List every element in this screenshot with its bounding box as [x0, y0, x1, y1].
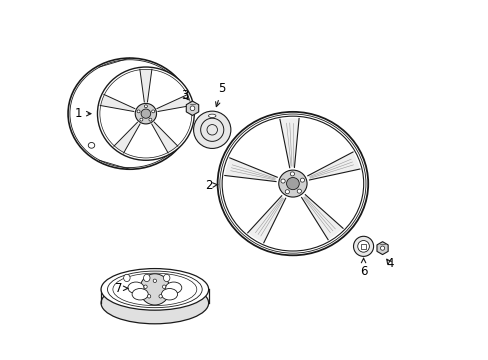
Ellipse shape — [101, 269, 208, 310]
Ellipse shape — [147, 294, 150, 298]
Ellipse shape — [140, 274, 169, 305]
Ellipse shape — [222, 116, 363, 251]
Text: 2: 2 — [204, 179, 218, 192]
Polygon shape — [376, 242, 387, 255]
Ellipse shape — [162, 285, 165, 288]
Ellipse shape — [193, 111, 230, 148]
Ellipse shape — [286, 177, 299, 190]
Ellipse shape — [141, 109, 150, 118]
Ellipse shape — [208, 114, 216, 117]
Ellipse shape — [300, 178, 304, 182]
Polygon shape — [151, 122, 178, 153]
Ellipse shape — [123, 274, 130, 282]
Text: 7: 7 — [114, 282, 128, 295]
Ellipse shape — [290, 172, 294, 176]
Ellipse shape — [97, 67, 194, 160]
Polygon shape — [157, 94, 191, 112]
Polygon shape — [247, 196, 285, 243]
Polygon shape — [224, 158, 277, 181]
Ellipse shape — [144, 105, 147, 108]
Ellipse shape — [128, 282, 144, 293]
Ellipse shape — [140, 118, 142, 121]
Ellipse shape — [297, 189, 301, 193]
Ellipse shape — [113, 273, 196, 306]
Text: 5: 5 — [215, 82, 225, 107]
Ellipse shape — [281, 179, 285, 183]
Polygon shape — [279, 118, 299, 168]
Ellipse shape — [159, 294, 162, 298]
Text: 6: 6 — [359, 258, 366, 278]
Ellipse shape — [148, 118, 152, 121]
Ellipse shape — [135, 103, 156, 124]
Ellipse shape — [380, 246, 384, 250]
Ellipse shape — [190, 106, 194, 111]
Ellipse shape — [137, 110, 140, 113]
Ellipse shape — [132, 288, 148, 300]
Ellipse shape — [153, 279, 156, 283]
Ellipse shape — [357, 240, 368, 252]
Ellipse shape — [163, 274, 169, 282]
Ellipse shape — [285, 190, 289, 194]
Ellipse shape — [101, 282, 208, 324]
Ellipse shape — [353, 236, 373, 256]
Ellipse shape — [107, 271, 202, 308]
Polygon shape — [301, 195, 343, 240]
Text: 1: 1 — [75, 107, 91, 120]
Ellipse shape — [143, 285, 147, 288]
Polygon shape — [114, 122, 140, 153]
Polygon shape — [307, 152, 359, 180]
Ellipse shape — [165, 282, 182, 293]
Text: 4: 4 — [385, 257, 393, 270]
Polygon shape — [186, 101, 198, 116]
Ellipse shape — [151, 110, 154, 113]
Text: 3: 3 — [181, 89, 189, 102]
Polygon shape — [140, 69, 152, 102]
Ellipse shape — [143, 274, 150, 282]
Ellipse shape — [161, 288, 177, 300]
Polygon shape — [100, 94, 135, 112]
Ellipse shape — [278, 170, 306, 197]
